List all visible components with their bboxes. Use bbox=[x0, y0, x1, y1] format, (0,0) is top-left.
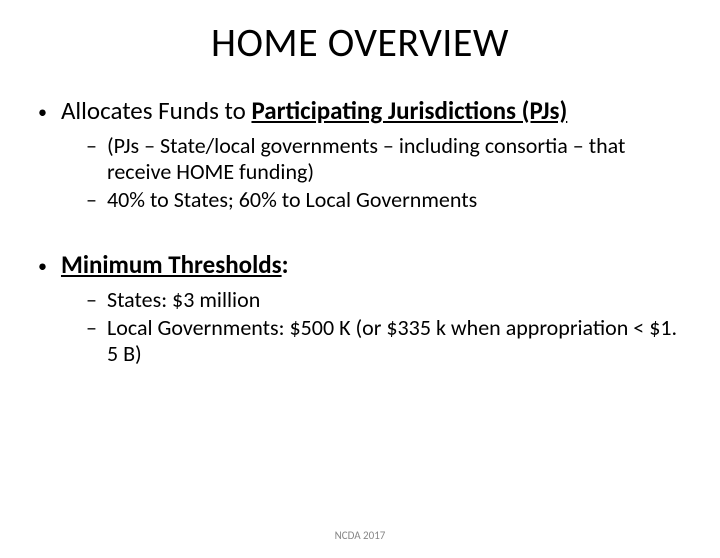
bullet-item: • Allocates Funds to Participating Juris… bbox=[38, 97, 682, 127]
sub-bullet-item: – Local Governments: $500 K (or $335 k w… bbox=[86, 315, 682, 367]
sub-bullet-item: – States: $3 million bbox=[86, 287, 682, 313]
sub-bullet-item: – 40% to States; 60% to Local Government… bbox=[86, 187, 682, 213]
sub-bullet-text: 40% to States; 60% to Local Governments bbox=[107, 187, 682, 213]
bullet-dot-icon: • bbox=[38, 251, 47, 281]
bullet-item: • Minimum Thresholds: bbox=[38, 251, 682, 281]
footer-text: NCDA 2017 bbox=[0, 529, 720, 542]
spacer bbox=[38, 215, 682, 251]
dash-icon: – bbox=[86, 187, 97, 213]
sub-bullet-block: – (PJs – State/local governments – inclu… bbox=[38, 133, 682, 213]
dash-icon: – bbox=[86, 315, 97, 341]
bullet-text: Minimum Thresholds: bbox=[61, 251, 682, 280]
dash-icon: – bbox=[86, 287, 97, 313]
content-area: • Allocates Funds to Participating Juris… bbox=[0, 97, 720, 367]
sub-bullet-text: States: $3 million bbox=[107, 287, 682, 313]
bullet-text: Allocates Funds to Participating Jurisdi… bbox=[61, 97, 682, 126]
bullet-dot-icon: • bbox=[38, 97, 47, 127]
sub-bullet-text: Local Governments: $500 K (or $335 k whe… bbox=[107, 315, 682, 367]
slide-title: HOME OVERVIEW bbox=[0, 18, 720, 67]
sub-bullet-text: (PJs – State/local governments – includi… bbox=[107, 133, 682, 185]
dash-icon: – bbox=[86, 133, 97, 159]
sub-bullet-block: – States: $3 million – Local Governments… bbox=[38, 287, 682, 367]
sub-bullet-item: – (PJs – State/local governments – inclu… bbox=[86, 133, 682, 185]
